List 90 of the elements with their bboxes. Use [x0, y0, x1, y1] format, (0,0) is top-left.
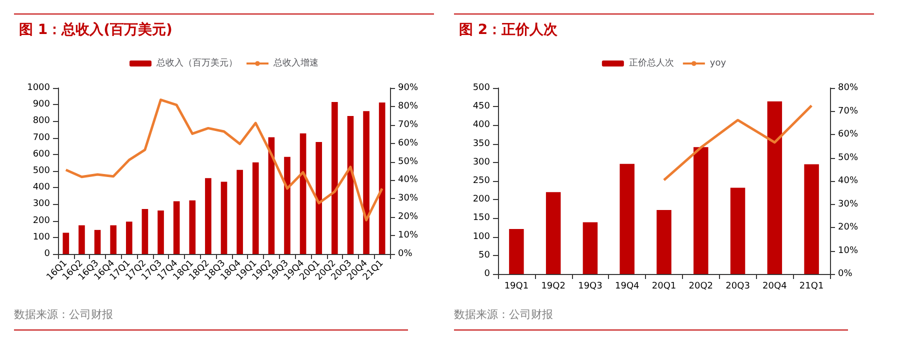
bar	[804, 164, 819, 274]
y2-tick-label: 20%	[398, 212, 418, 222]
y-tick-label: 250	[472, 176, 490, 186]
bar	[173, 201, 180, 254]
bar	[316, 142, 322, 254]
y2-tick-label: 90%	[398, 83, 418, 93]
y2-tick-label: 10%	[838, 246, 858, 256]
bar	[78, 225, 85, 254]
x-tick-label: 19Q2	[541, 282, 566, 292]
y-tick-label: 600	[32, 149, 50, 160]
chart-title: 图 1：总收入(百万美元)	[19, 21, 172, 38]
y2-tick-label: 80%	[398, 101, 418, 112]
bar	[509, 228, 524, 274]
y-tick-label: 200	[32, 216, 50, 226]
y2-tick-label: 60%	[838, 130, 858, 140]
y-tick-label: 300	[32, 199, 50, 210]
y2-tick-label: 50%	[398, 156, 418, 167]
bar	[332, 102, 338, 254]
bar	[158, 210, 164, 254]
y-tick-label: 200	[472, 194, 490, 205]
y-tick-label: 0	[484, 269, 490, 279]
x-tick-label: 19Q3	[578, 282, 602, 292]
y2-tick-label: 0%	[838, 269, 853, 279]
bar	[378, 102, 386, 254]
bar	[189, 200, 196, 254]
x-tick-label: 20Q2	[688, 282, 714, 292]
bar	[284, 156, 290, 254]
y2-tick-label: 30%	[398, 194, 418, 204]
y2-tick-label: 20%	[838, 222, 858, 232]
x-tick-label: 21Q1	[799, 282, 824, 292]
bar	[620, 164, 634, 274]
bar	[252, 162, 259, 254]
bar	[694, 147, 708, 274]
y-tick-label: 450	[472, 102, 490, 112]
bar	[236, 170, 243, 254]
y2-tick-label: 30%	[838, 199, 858, 210]
bar	[220, 182, 228, 254]
y-tick-label: 350	[472, 138, 490, 149]
x-tick-label: 19Q4	[614, 282, 640, 292]
y-tick-label: 400	[32, 182, 50, 193]
line-series	[662, 104, 813, 182]
bar	[656, 210, 672, 274]
legend-label: 总收入（百万美元）	[156, 58, 238, 68]
y-tick-label: 100	[32, 232, 50, 242]
y-tick-label: 500	[32, 166, 50, 176]
legend-label: 正价总人次	[628, 58, 674, 68]
y-tick-label: 100	[472, 232, 490, 242]
y2-tick-label: 10%	[398, 230, 418, 241]
y2-tick-label: 40%	[838, 176, 858, 186]
bar	[126, 222, 132, 254]
y-tick-label: 50	[478, 250, 490, 260]
bar	[268, 137, 275, 254]
x-tick-label: 20Q3	[726, 282, 750, 292]
y2-tick-label: 80%	[838, 83, 858, 93]
bar	[730, 188, 746, 274]
y2-tick-label: 60%	[398, 138, 418, 148]
y2-tick-label: 50%	[838, 152, 858, 163]
y-tick-label: 700	[32, 132, 50, 143]
bar	[205, 178, 212, 254]
bar	[62, 232, 70, 254]
bar	[546, 192, 561, 274]
source-note: 数据来源：公司财报	[14, 308, 113, 321]
bar	[582, 222, 598, 274]
legend-label: 总收入增速	[272, 58, 318, 68]
y-tick-label: 1000	[27, 83, 50, 93]
legend-label: yoy	[710, 58, 727, 68]
bar	[94, 230, 101, 254]
x-tick-label: 20Q4	[762, 282, 788, 292]
y-tick-label: 150	[472, 213, 490, 224]
y2-tick-label: 70%	[838, 106, 858, 116]
bar	[300, 133, 306, 254]
y-tick-label: 900	[32, 100, 50, 110]
bar	[347, 116, 354, 254]
y2-tick-label: 40%	[398, 175, 418, 186]
bar	[142, 209, 148, 254]
source-note: 数据来源：公司财报	[454, 308, 553, 321]
bar	[363, 111, 370, 254]
line-series	[64, 98, 384, 222]
y2-tick-label: 70%	[398, 120, 418, 130]
bar	[767, 101, 782, 274]
y-tick-label: 500	[472, 83, 490, 93]
bar	[110, 225, 116, 254]
y-tick-label: 400	[472, 120, 490, 130]
y-tick-label: 800	[32, 116, 50, 126]
y-tick-label: 0	[44, 249, 50, 259]
y-tick-label: 300	[472, 157, 490, 168]
chart-title: 图 2：正价人次	[459, 22, 559, 38]
x-tick-label: 19Q1	[504, 282, 529, 292]
y2-tick-label: 0%	[398, 249, 413, 259]
x-tick-label: 20Q1	[652, 282, 676, 292]
